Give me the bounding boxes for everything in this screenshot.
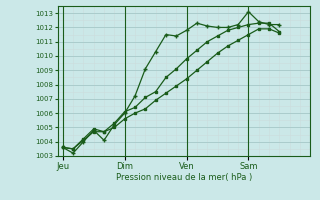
X-axis label: Pression niveau de la mer( hPa ): Pression niveau de la mer( hPa ) (116, 173, 252, 182)
